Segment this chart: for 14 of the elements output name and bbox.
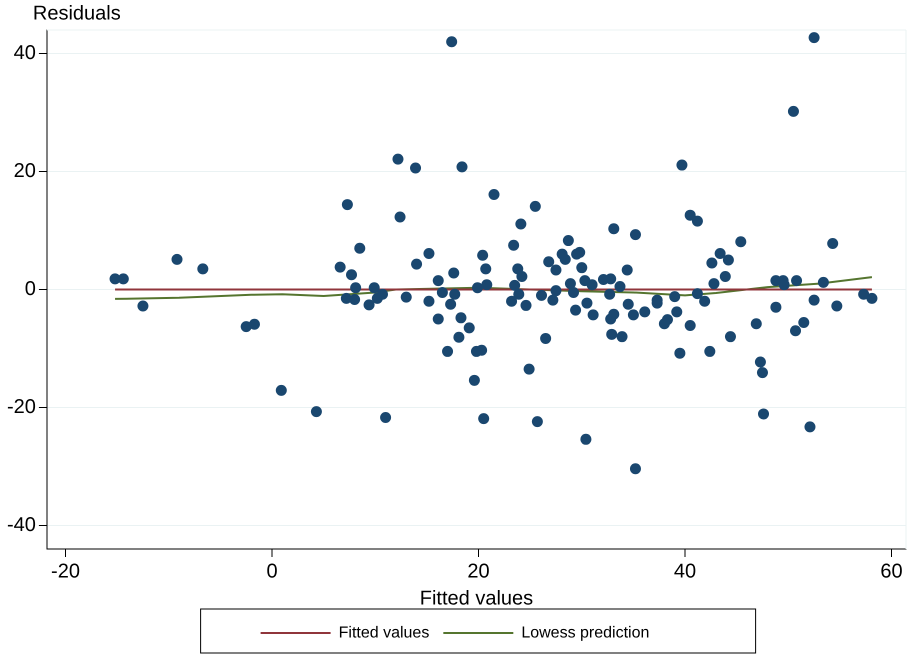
legend-label: Fitted values [338,624,430,642]
y-tick-label: 0 [24,278,36,300]
x-tick-label: 60 [880,560,903,583]
x-axis-title: Fitted values [420,588,534,610]
y-tick-label: 20 [14,160,36,182]
legend-label: Lowess prediction [521,624,650,642]
y-tick-label: 40 [14,42,36,64]
x-tick-label: 0 [266,560,278,583]
y-tick-label: -40 [7,514,36,536]
y-tick-label: -20 [7,396,36,418]
x-tick-label: -20 [51,560,80,583]
y-axis-title: Residuals [32,2,121,25]
x-tick-label: 40 [674,560,696,583]
x-tick-label: 20 [467,560,490,583]
